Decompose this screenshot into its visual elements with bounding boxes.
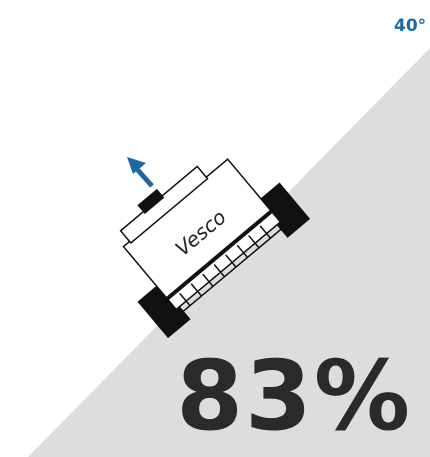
robot: Vesco bbox=[119, 158, 311, 339]
angle-label: 40° bbox=[394, 16, 427, 36]
direction-arrow bbox=[127, 157, 154, 188]
sensor bbox=[137, 188, 165, 215]
brush-slats bbox=[179, 225, 284, 314]
percentage: 83% bbox=[176, 340, 412, 452]
brush-bar bbox=[164, 208, 275, 302]
